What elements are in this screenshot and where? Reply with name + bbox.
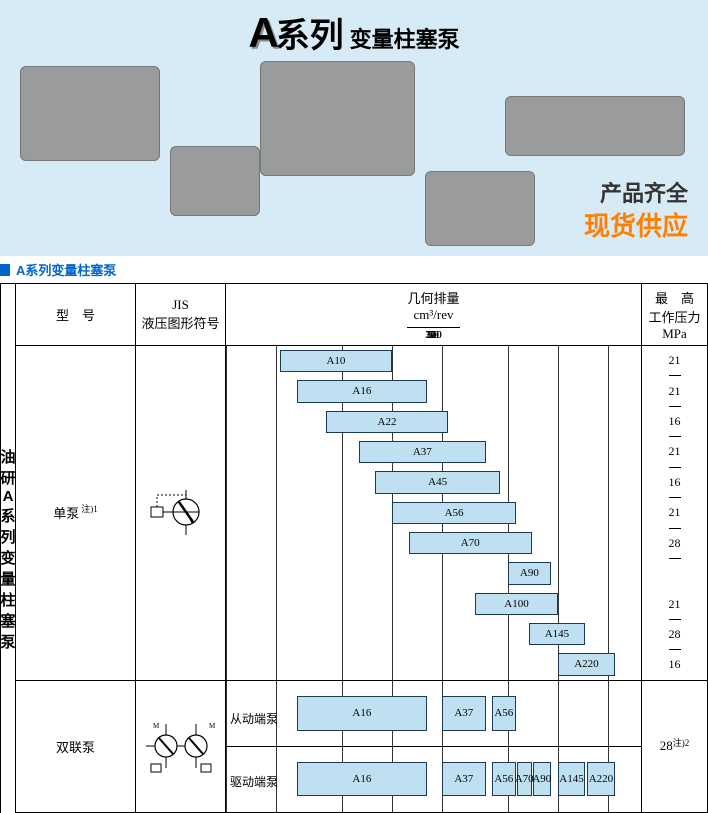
header-series: 系列: [276, 8, 344, 57]
single-pump-chart: A10 A16 A22 A37 A45 A56 A70 A90 A100 A145 A220: [226, 346, 642, 680]
mpa-cell: 21: [669, 589, 681, 619]
hydraulic-symbol-single-icon: [146, 485, 216, 540]
chart-bar: A70: [409, 532, 532, 554]
header-big-a: A: [248, 9, 275, 57]
chart-bar: A56: [492, 762, 516, 796]
mpa-l1: 最 高: [655, 288, 694, 307]
single-pump-mpa: 21211621162128212816: [642, 346, 708, 680]
mpa-cell: 21: [669, 346, 681, 376]
chart-bar: A70: [517, 762, 532, 796]
table-main: 型 号 JIS 液压图形符号 几何排量 cm³/rev 125102050100…: [16, 284, 708, 813]
section-marker: [0, 264, 10, 276]
chart-bar: A10: [280, 350, 392, 372]
mpa-cell: 28: [669, 620, 681, 650]
pump-image-1: [20, 66, 160, 161]
side-label: 油研A系列变量柱塞泵: [0, 284, 16, 813]
chart-bar: A100: [475, 593, 558, 615]
pump-image-3: [260, 61, 415, 176]
chart-bar: A220: [587, 762, 615, 796]
symbol-l1: JIS: [172, 297, 189, 313]
dual-pump-chart: 从动端泵A16A37A56驱动端泵A16A37A56A70A90A145A220: [226, 681, 642, 812]
mpa-cell: 21: [669, 376, 681, 406]
pump-image-2: [170, 146, 260, 216]
chart-bar: A37: [442, 762, 486, 796]
chart-bar: A16: [297, 696, 428, 730]
chart-header-top: 几何排量 cm³/rev: [407, 284, 459, 328]
dual-mpa-note: 注)2: [673, 736, 690, 749]
chart-l1: 几何排量: [407, 288, 459, 307]
chart-l2: cm³/rev: [413, 307, 453, 323]
promo-area: 产品齐全 现货供应: [0, 61, 708, 256]
header-sub: 变量柱塞泵: [350, 22, 460, 54]
single-pump-label: 单泵 注)1: [16, 346, 136, 680]
dual-pump-row: 双联泵 M M 从动: [16, 681, 708, 813]
chart-bar: A220: [558, 653, 615, 675]
section-title: A系列变量柱塞泵: [16, 260, 116, 279]
chart-bar: A90: [533, 762, 550, 796]
mpa-cell: 16: [669, 407, 681, 437]
col-model-header: 型 号: [16, 284, 136, 345]
tick-label: 300: [425, 329, 442, 341]
svg-text:M: M: [153, 722, 160, 730]
single-pump-note: 注)1: [81, 502, 98, 515]
header: A 系列 变量柱塞泵: [0, 0, 708, 61]
chart-bar: A37: [442, 696, 486, 730]
mpa-l3: MPa: [662, 326, 687, 342]
driven-label: 从动端泵: [230, 710, 278, 727]
single-pump-row: 单泵 注)1 A10A16A22A37A45A56A70A90A100A1: [16, 346, 708, 681]
col-mpa-header: 最 高 工作压力 MPa: [642, 284, 708, 345]
dual-pump-label: 双联泵: [16, 681, 136, 812]
single-pump-symbol: [136, 346, 226, 680]
chart-bar: A16: [297, 380, 428, 402]
promo-line2: 现货供应: [584, 206, 688, 243]
dual-pump-symbol: M M: [136, 681, 226, 812]
mpa-cell: 16: [669, 650, 681, 679]
pump-image-5: [425, 171, 535, 246]
pump-image-4: [505, 96, 685, 156]
symbol-l2: 液压图形符号: [141, 313, 219, 332]
svg-text:M: M: [209, 722, 216, 730]
chart-bar: A145: [558, 762, 585, 796]
chart-bar: A90: [508, 562, 550, 584]
chart-bar: A56: [492, 696, 516, 730]
header-section: A 系列 变量柱塞泵 产品齐全 现货供应: [0, 0, 708, 256]
chart-bar: A56: [392, 502, 516, 524]
mpa-cell: 16: [669, 468, 681, 498]
dual-pump-mpa: 28 注)2: [642, 681, 708, 812]
mpa-cell: 21: [669, 437, 681, 467]
chart-bar: A145: [529, 623, 585, 645]
col-chart-header: 几何排量 cm³/rev 125102050100200300: [226, 284, 642, 346]
chart-bar: A37: [359, 441, 486, 463]
single-pump-text: 单泵: [53, 503, 79, 522]
spec-table: 油研A系列变量柱塞泵 型 号 JIS 液压图形符号 几何排量 cm³/rev 1…: [0, 283, 708, 813]
promo-line1: 产品齐全: [600, 176, 688, 208]
mpa-cell: 28: [669, 529, 681, 559]
chart-bar: A16: [297, 762, 428, 796]
mpa-l2: 工作压力: [648, 307, 700, 326]
driving-label: 驱动端泵: [230, 773, 278, 790]
section-title-row: A系列变量柱塞泵: [0, 256, 708, 283]
col-symbol-header: JIS 液压图形符号: [136, 284, 226, 345]
chart-bar: A22: [326, 411, 449, 433]
mpa-cell: 21: [669, 498, 681, 528]
hydraulic-symbol-dual-icon: M M: [141, 706, 221, 786]
chart-bar: A45: [375, 471, 500, 493]
header-row: 型 号 JIS 液压图形符号 几何排量 cm³/rev 125102050100…: [16, 284, 708, 346]
dual-mpa-value: 28: [660, 738, 673, 754]
